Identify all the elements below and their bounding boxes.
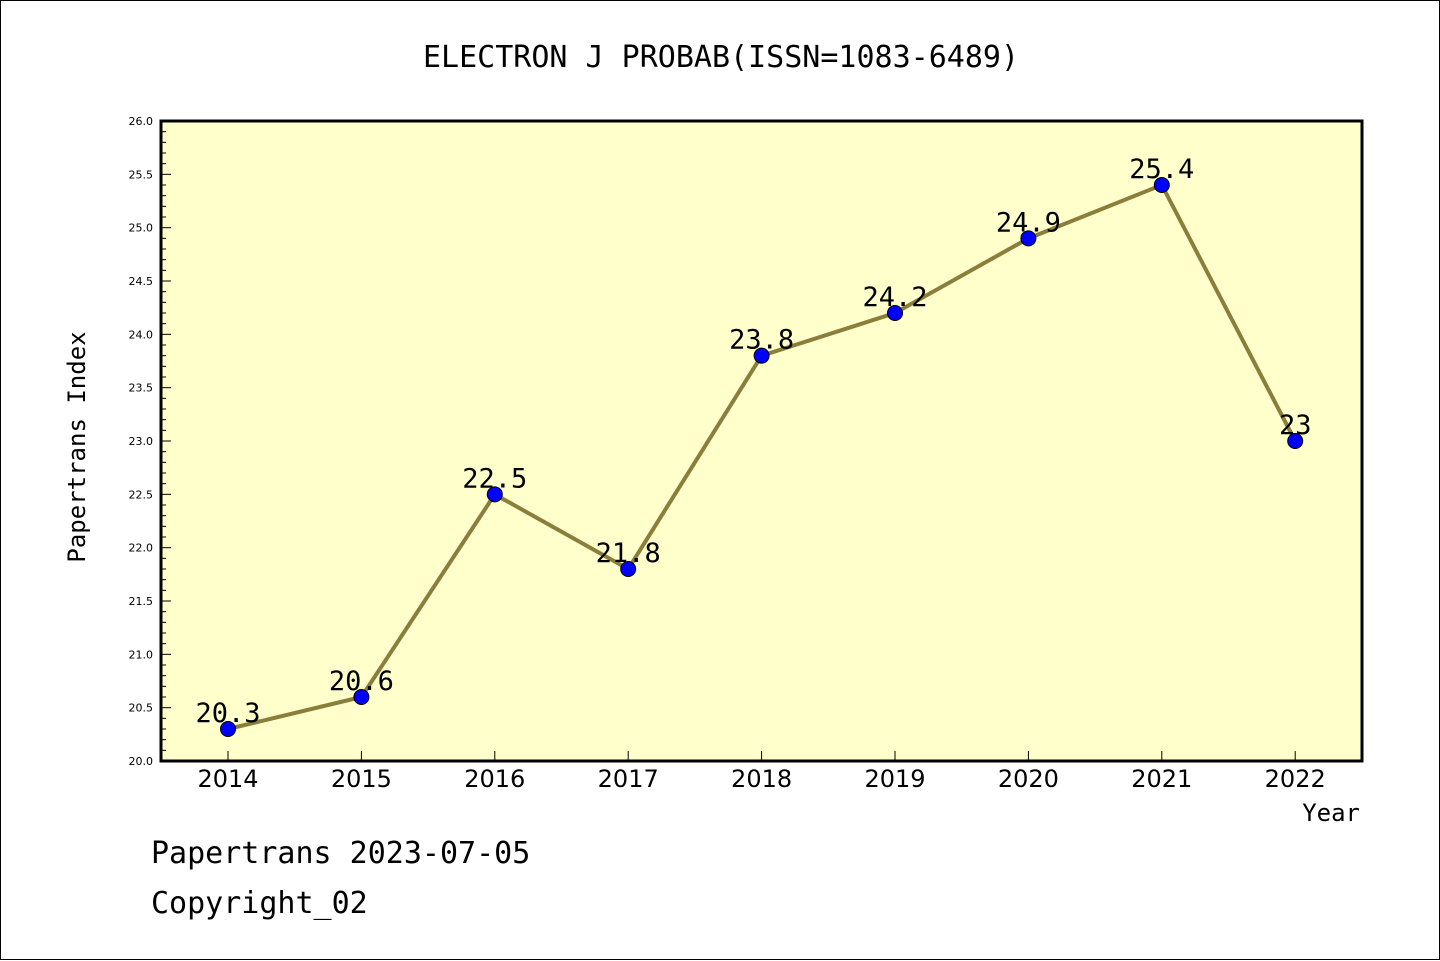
data-label: 24.2 — [862, 282, 927, 313]
x-tick-label: 2018 — [731, 765, 792, 793]
y-tick-label: 22.5 — [129, 488, 154, 501]
x-axis: 2014 2015 2016 2017 2018 2019 2020 2021 2022 — [197, 751, 1326, 793]
y-tick-label: 25.5 — [129, 168, 154, 181]
data-label: 23.8 — [729, 325, 794, 356]
data-label: 24.9 — [996, 207, 1061, 238]
data-labels: 20.3 20.6 22.5 21.8 23.8 24.2 24.9 25.4 23 — [195, 154, 1311, 729]
data-label: 20.3 — [195, 698, 260, 729]
data-point-marker — [486, 486, 503, 503]
data-point-marker — [753, 347, 770, 364]
footer-copyright: Copyright_02 — [151, 886, 368, 921]
y-tick-label: 20.5 — [129, 702, 154, 715]
data-point-marker — [1287, 433, 1304, 449]
data-point-marker — [220, 721, 236, 737]
y-tick-label: 24.0 — [129, 328, 154, 341]
data-label: 25.4 — [1129, 154, 1194, 185]
y-tick-label: 21.5 — [129, 595, 154, 608]
data-label: 23 — [1279, 410, 1312, 441]
y-tick-label: 24.5 — [129, 275, 154, 288]
data-point-marker — [353, 689, 370, 705]
data-point-marker — [1153, 177, 1170, 193]
x-axis-label: Year — [1302, 799, 1360, 827]
x-tick-label: 2015 — [331, 765, 392, 793]
data-label: 21.8 — [596, 538, 661, 569]
y-axis: 20.0 20.5 21.0 21.5 22.0 22.5 23.0 23.5 24.0 24.5… — [129, 115, 171, 768]
y-tick-label: 21.0 — [129, 648, 154, 661]
x-tick-label: 2021 — [1131, 765, 1192, 793]
plot-area — [159, 119, 1364, 763]
footer-date: Papertrans 2023-07-05 — [151, 836, 531, 871]
data-point-marker — [887, 305, 903, 321]
y-tick-label: 23.5 — [129, 382, 154, 395]
x-tick-label: 2020 — [998, 765, 1059, 793]
data-label: 20.6 — [329, 666, 394, 697]
x-tick-label: 2022 — [1265, 765, 1326, 793]
y-axis-label: Papertrans Index — [63, 331, 91, 562]
x-tick-label: 2014 — [197, 765, 258, 793]
y-tick-label: 20.0 — [129, 755, 154, 768]
y-tick-label: 26.0 — [129, 115, 154, 128]
y-tick-label: 25.0 — [129, 222, 154, 235]
chart-title: ELECTRON J PROBAB(ISSN=1083-6489) — [423, 40, 1019, 75]
data-point-marker — [1020, 230, 1037, 247]
y-tick-label: 23.0 — [129, 435, 154, 448]
data-point-marker — [620, 561, 637, 577]
series-markers — [220, 177, 1304, 737]
x-tick-label: 2017 — [598, 765, 659, 793]
data-label: 22.5 — [462, 463, 527, 494]
x-tick-label: 2016 — [464, 765, 525, 793]
x-tick-label: 2019 — [864, 765, 925, 793]
y-tick-label: 22.0 — [129, 542, 154, 555]
